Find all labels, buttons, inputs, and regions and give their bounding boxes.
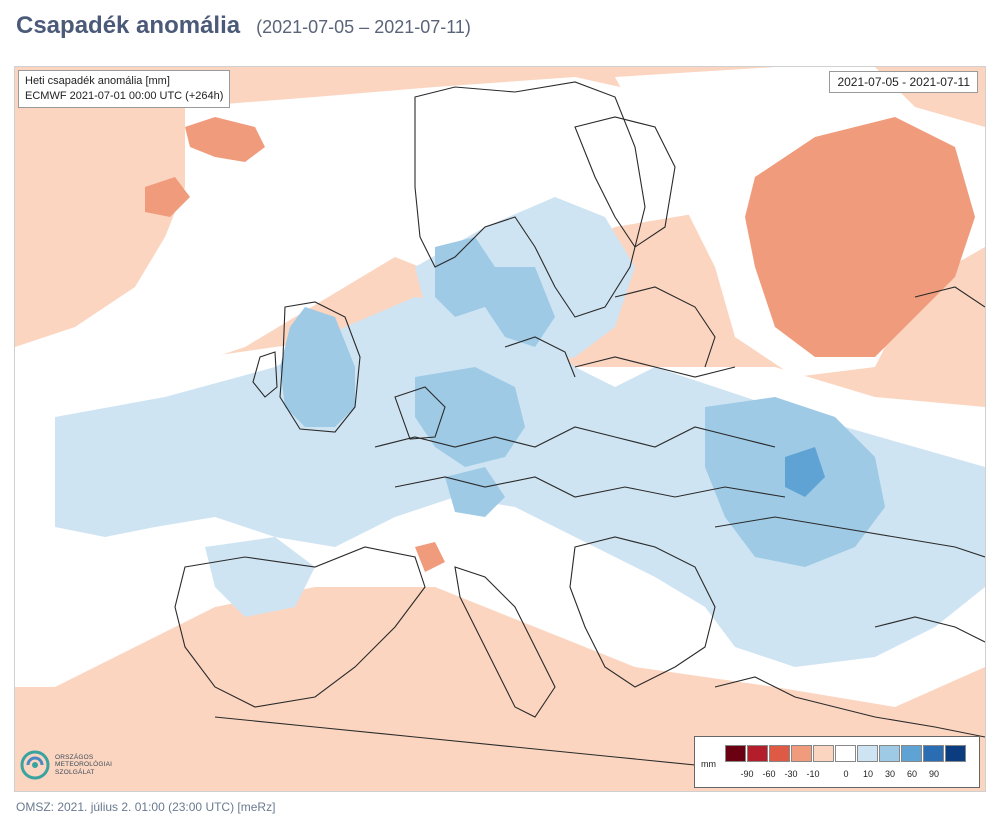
legend-swatch [725, 745, 746, 762]
page-title: Csapadék anomália [16, 12, 241, 39]
map-info-box: Heti csapadék anomália [mm] ECMWF 2021-0… [18, 70, 231, 108]
page-subtitle: (2021-07-05 – 2021-07-11) [256, 17, 471, 37]
wet-zone-iberia-north [205, 537, 315, 617]
wet-zone-germany [415, 367, 525, 467]
legend-swatch [813, 745, 834, 762]
wet-zone-britain [280, 307, 355, 427]
legend-swatch [945, 745, 966, 762]
logo-swirl-icon [20, 750, 50, 780]
dry-zone-alps-west [415, 542, 445, 572]
dry-zone-greenland-tip [145, 177, 190, 217]
legend-label: 60 [906, 769, 918, 779]
legend-swatch [857, 745, 878, 762]
neutral-zone-north [15, 77, 775, 397]
omsz-logo: ORSZÁGOS METEOROLÓGIAI SZOLGÁLAT [20, 745, 140, 785]
legend-label: -30 [784, 769, 798, 779]
wet-zone-alps [445, 467, 505, 517]
wet-zone-baltic [485, 267, 555, 347]
legend-swatches [725, 745, 967, 762]
info-line-model: ECMWF 2021-07-01 00:00 UTC (+264h) [25, 90, 224, 102]
legend-swatch [747, 745, 768, 762]
info-line-title: Heti csapadék anomália [mm] [25, 75, 170, 87]
wet-zone-black-sea-north [785, 447, 825, 497]
legend-label: 10 [862, 769, 874, 779]
page-header: Csapadék anomália (2021-07-05 – 2021-07-… [16, 12, 471, 46]
map-svg [15, 67, 985, 791]
legend-unit: mm [701, 759, 716, 769]
legend-label: -60 [762, 769, 776, 779]
legend: mm -90 -60 -30 -10 0 10 30 60 90 [694, 736, 980, 788]
map-date-range: 2021-07-05 - 2021-07-11 [829, 71, 978, 93]
legend-label: -10 [806, 769, 820, 779]
logo-line: ORSZÁGOS [55, 753, 94, 761]
legend-labels: -90 -60 -30 -10 0 10 30 60 90 [725, 769, 975, 781]
legend-swatch [901, 745, 922, 762]
legend-label: 90 [928, 769, 940, 779]
dry-zone-iceland [185, 117, 265, 162]
wet-zone-norway [435, 237, 495, 317]
anomaly-map [14, 66, 986, 792]
legend-label: -90 [740, 769, 754, 779]
legend-swatch [769, 745, 790, 762]
legend-swatch [923, 745, 944, 762]
dry-zone-russia [745, 117, 975, 357]
logo-line: METEOROLÓGIAI [55, 761, 113, 769]
footer-credit: OMSZ: 2021. július 2. 01:00 (23:00 UTC) … [16, 800, 276, 814]
legend-label: 0 [843, 769, 849, 779]
legend-swatch [879, 745, 900, 762]
legend-label: 30 [884, 769, 896, 779]
legend-swatch [835, 745, 856, 762]
legend-swatch [791, 745, 812, 762]
logo-text: ORSZÁGOS METEOROLÓGIAI SZOLGÁLAT [55, 754, 112, 777]
country-borders [174, 81, 985, 768]
logo-line: SZOLGÁLAT [55, 768, 95, 776]
